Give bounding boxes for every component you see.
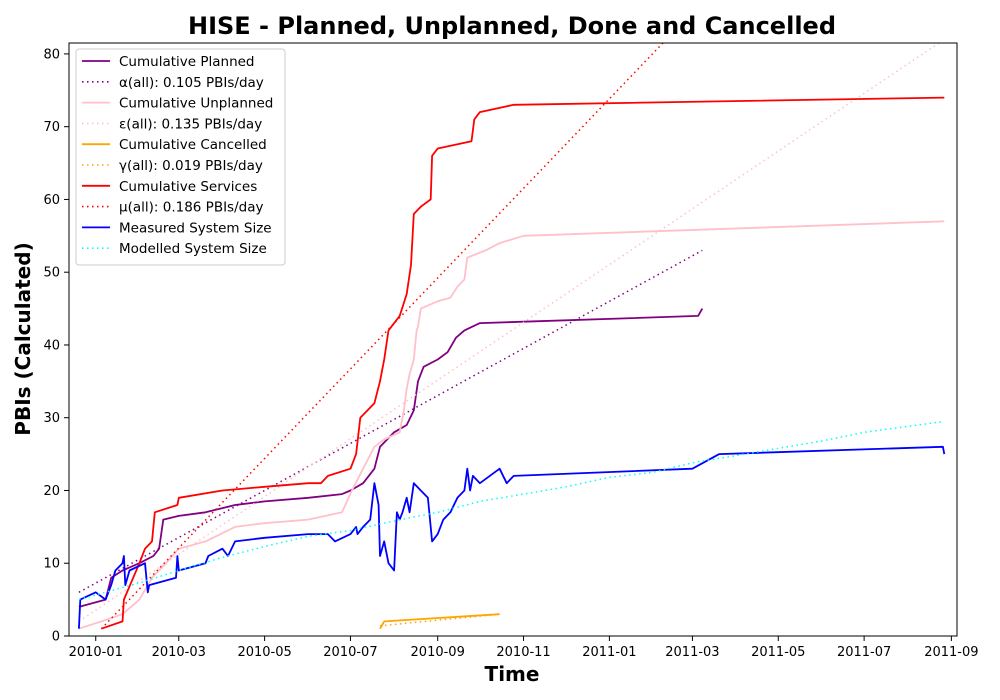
series-line-3 [78, 43, 941, 623]
plot-frame [68, 42, 958, 637]
y-axis-title: PBIs (Calculated) [11, 242, 35, 435]
y-tick-label: 0 [52, 630, 60, 645]
legend-label: ε(all): 0.135 PBIs/day [119, 116, 262, 132]
x-tick-label: 2010-09 [411, 645, 465, 660]
x-tick-label: 2011-05 [751, 645, 805, 660]
x-tick-label: 2011-09 [924, 645, 978, 660]
legend-label: Measured System Size [119, 220, 272, 236]
x-tick-label: 2010-07 [323, 645, 377, 660]
y-tick-label: 40 [43, 338, 60, 353]
x-axis-title: Time [485, 662, 540, 686]
legend-label: Cumulative Cancelled [119, 137, 267, 153]
y-tick-label: 60 [43, 193, 60, 208]
legend-label: Cumulative Services [119, 179, 257, 195]
chart-title: HISE - Planned, Unplanned, Done and Canc… [188, 12, 836, 40]
legend-label: γ(all): 0.019 PBIs/day [119, 158, 263, 174]
y-tick-label: 30 [43, 411, 60, 426]
y-tick-label: 10 [43, 557, 60, 572]
legend-label: Modelled System Size [119, 241, 267, 257]
legend-box [75, 48, 286, 266]
series-line-4 [379, 613, 500, 630]
legend-label: α(all): 0.105 PBIs/day [119, 75, 264, 91]
x-tick-label: 2011-01 [582, 645, 636, 660]
axes-layer: 2010-01 2010-03 2010-05 2010-07 2010-09 2010-… [43, 42, 979, 660]
series-line-1 [78, 249, 703, 593]
legend: Cumulative Planned α(all): 0.105 PBIs/day… [75, 48, 286, 266]
x-tick-label: 2010-05 [237, 645, 291, 660]
legend-label: Cumulative Planned [119, 54, 255, 70]
series-line-9 [78, 420, 945, 601]
series-group [78, 43, 946, 630]
series-line-8 [78, 445, 946, 629]
y-tick-label: 80 [43, 47, 60, 62]
x-tick-label: 2010-01 [69, 645, 123, 660]
y-tick-label: 20 [43, 484, 60, 499]
series-line-2 [78, 220, 945, 630]
x-tick-label: 2010-11 [496, 645, 550, 660]
y-tick-label: 70 [43, 120, 60, 135]
y-tick-label: 50 [43, 266, 60, 281]
legend-label: Cumulative Unplanned [119, 96, 273, 112]
series-line-5 [379, 613, 500, 627]
series-line-6 [101, 96, 945, 630]
series-line-7 [100, 43, 664, 630]
x-tick-label: 2010-03 [152, 645, 206, 660]
x-tick-label: 2011-03 [665, 645, 719, 660]
series-line-0 [78, 308, 704, 608]
plot-layer [78, 43, 946, 630]
legend-label: μ(all): 0.186 PBIs/day [119, 200, 263, 216]
x-tick-label: 2011-07 [837, 645, 891, 660]
